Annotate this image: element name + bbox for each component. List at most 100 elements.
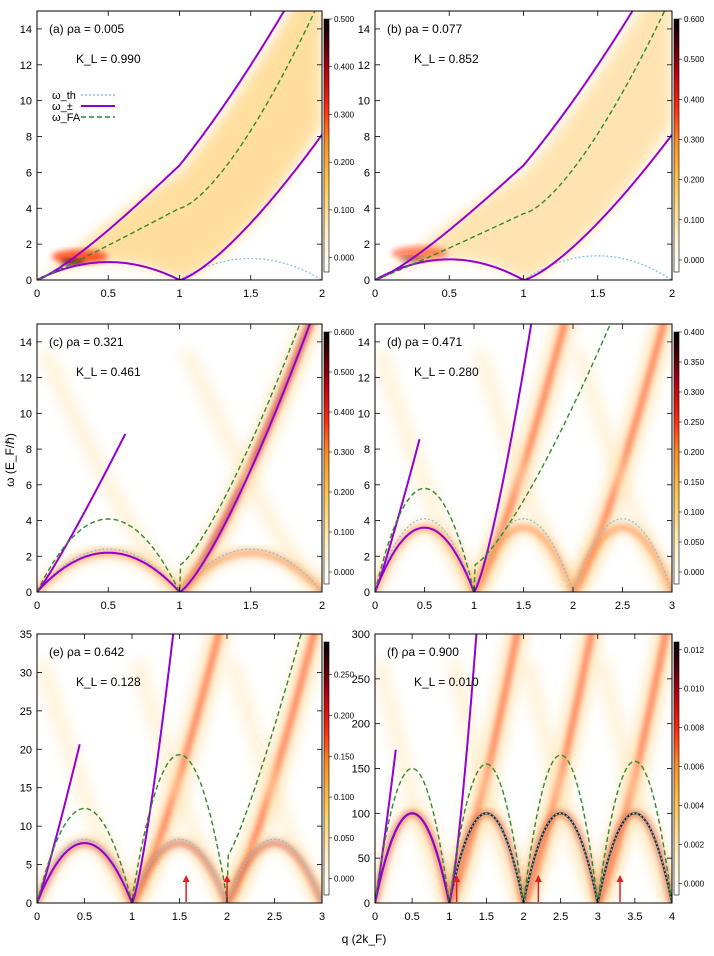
y-tick-label: 6	[26, 167, 32, 179]
x-tick-label: 2	[319, 600, 325, 612]
x-tick-label: 1	[176, 288, 182, 300]
x-tick-label: 0.5	[404, 911, 419, 923]
shared-y-label: ω (E_F/ℏ)	[3, 433, 17, 487]
arrow-marker	[534, 875, 542, 902]
omega-fa-curve	[37, 634, 302, 903]
legend: ω_thω_±ω_FA	[52, 90, 115, 124]
x-tick-label: 2	[570, 600, 576, 612]
y-tick-label: 0	[26, 898, 32, 910]
colorbar-tick-label: 0.400	[334, 408, 355, 417]
omega-minus-curve	[37, 842, 133, 903]
y-tick-label: 0	[364, 587, 370, 599]
x-tick-label: 0.5	[77, 911, 92, 923]
x-tick-label: 1.5	[172, 911, 187, 923]
colorbar-tick-label: 0.350	[684, 358, 705, 367]
y-tick-label: 4	[364, 516, 370, 528]
panel-b: 0 0.5 1 1.5 2 0 2 4 6 8 10 12 14 (b) ρa = 0.077 K_L = …	[358, 10, 705, 300]
y-tick-label: 0	[26, 275, 32, 287]
kl-label: K_L = 0.128	[76, 675, 141, 689]
colorbar-tick-label: 0.000	[684, 256, 705, 265]
colorbar-tick-label: 0.050	[334, 834, 355, 843]
colorbar-tick-label: 0.200	[684, 176, 705, 185]
arrow-marker	[453, 875, 461, 902]
heatmap	[375, 11, 672, 280]
colorbar-tick-label: 0.500	[334, 368, 355, 377]
y-tick-label: 12	[20, 373, 32, 385]
colorbar-tick-label: 0.600	[334, 328, 355, 337]
x-tick-label: 3.5	[627, 911, 642, 923]
x-tick-label: 0	[34, 911, 40, 923]
colorbar-tick-label: 0.050	[684, 538, 705, 547]
omega-th-curve	[37, 838, 322, 903]
shared-x-label: q (2k_F)	[342, 932, 387, 946]
panel-label: (c) ρa = 0.321	[49, 335, 124, 349]
panel-label: (a) ρa = 0.005	[49, 22, 125, 36]
y-tick-label: 150	[352, 764, 370, 776]
x-tick-label: 0	[372, 911, 378, 923]
y-tick-label: 35	[20, 629, 32, 641]
colorbar-tick-label: 0.006	[684, 763, 705, 772]
omega-plus-curve	[37, 11, 286, 280]
colorbar-tick-label: 0.000	[334, 254, 355, 263]
x-tick-label: 0	[34, 600, 40, 612]
y-tick-label: 15	[20, 783, 32, 795]
colorbar-tick-label: 0.400	[684, 328, 705, 337]
colorbar: 0.000 0.050 0.100 0.150 0.200 0.250	[323, 641, 355, 896]
omega-plus-curve	[375, 749, 397, 903]
y-tick-label: 14	[358, 337, 370, 349]
x-tick-label: 3	[669, 600, 675, 612]
colorbar-tick-label: 0.500	[684, 55, 705, 64]
y-tick-label: 10	[358, 96, 370, 108]
panel-label: (e) ρa = 0.642	[49, 645, 125, 659]
y-tick-label: 200	[352, 719, 370, 731]
omega-fa-curve	[375, 11, 666, 280]
omega-minus-curve	[37, 261, 180, 280]
omega-plus-curve	[375, 11, 634, 280]
y-tick-label: 10	[20, 408, 32, 420]
panel-label: (b) ρa = 0.077	[387, 22, 463, 36]
colorbar-tick-label: 0.300	[684, 135, 705, 144]
x-tick-label: 2	[319, 288, 325, 300]
x-tick-label: 1	[176, 600, 182, 612]
x-tick-label: 3	[595, 911, 601, 923]
panel-label: (f) ρa = 0.900	[387, 645, 459, 659]
y-tick-label: 14	[20, 337, 32, 349]
colorbar-tick-label: 0.010	[684, 685, 705, 694]
y-tick-label: 14	[20, 24, 32, 36]
heatmap	[375, 324, 672, 592]
x-tick-label: 0.5	[101, 288, 116, 300]
omega-th-curve	[37, 548, 322, 592]
x-tick-label: 4	[669, 911, 675, 923]
omega-minus-curve	[37, 551, 181, 592]
colorbar: 0.000 0.100 0.200 0.300 0.400 0.500 0.600	[323, 328, 355, 585]
kl-label: K_L = 0.990	[76, 52, 141, 66]
y-tick-label: 14	[358, 24, 370, 36]
omega-minus-curve	[375, 812, 451, 903]
panel-a: 0 0.5 1 1.5 2 0 2 4 6 8 10 12 14 (a) ρa = 0.005 K_L = …	[20, 10, 355, 300]
x-tick-label: 0.5	[417, 600, 432, 612]
legend-label: ω_±	[52, 101, 73, 113]
x-tick-label: 0	[372, 288, 378, 300]
x-tick-label: 0.5	[101, 600, 116, 612]
colorbar-tick-label: 0.000	[334, 875, 355, 884]
y-tick-label: 6	[26, 480, 32, 492]
panel-d: 0 0.5 1 1.5 2 2.5 3 0 2 4 6 8 10 12 14 (d) ρa = 0.471 K_…	[358, 323, 705, 612]
x-tick-label: 1	[446, 911, 452, 923]
omega-fa-curve	[375, 324, 612, 592]
y-tick-label: 100	[352, 808, 370, 820]
colorbar-tick-label: 0.400	[334, 63, 355, 72]
x-tick-label: 2	[224, 911, 230, 923]
y-tick-label: 2	[26, 239, 32, 251]
colorbar: 0.000 0.100 0.200 0.300 0.400 0.500	[323, 15, 355, 273]
heatmap	[37, 634, 322, 903]
y-tick-label: 300	[352, 629, 370, 641]
colorbar: 0.000 0.002 0.004 0.006 0.008 0.010 0.012	[673, 641, 705, 896]
y-tick-label: 6	[364, 480, 370, 492]
kl-label: K_L = 0.852	[414, 52, 479, 66]
y-tick-label: 250	[352, 674, 370, 686]
x-tick-label: 2	[669, 288, 675, 300]
colorbar-tick-label: 0.250	[684, 418, 705, 427]
omega-th-curve	[375, 518, 672, 592]
y-tick-label: 10	[20, 96, 32, 108]
